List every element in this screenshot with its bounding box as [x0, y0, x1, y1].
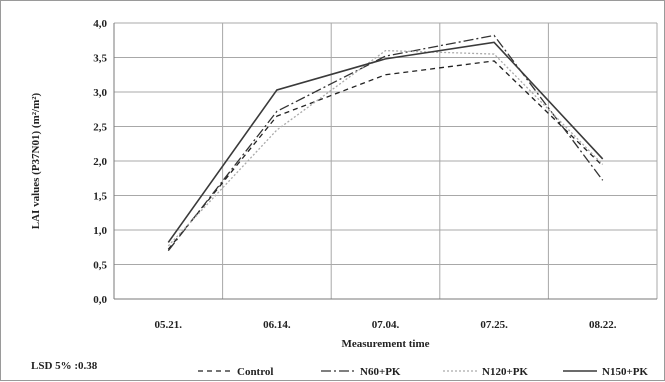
- x-tick-label: 05.21.: [155, 319, 183, 331]
- lsd-note: LSD 5% :0.38: [31, 360, 98, 372]
- y-tick-label: 2,0: [93, 156, 107, 168]
- y-tick-label: 3,0: [93, 87, 107, 99]
- legend-label: Control: [237, 366, 273, 378]
- legend-label: N150+PK: [602, 366, 648, 378]
- y-tick-label: 2,5: [93, 122, 107, 134]
- y-tick-label: 3,5: [93, 53, 107, 65]
- x-tick-label: 07.25.: [480, 319, 508, 331]
- y-axis-title: LAI values (P37N01) (m²/m²): [30, 92, 42, 229]
- y-tick-label: 4,0: [93, 18, 107, 30]
- series-line: [167, 60, 604, 250]
- y-tick-label: 0,5: [93, 260, 107, 272]
- tick-labels: 0,0 0,5 1,0 1,5 2,0 2,5 3,0 3,5 4,0 05.21. 06.14. 0…: [93, 18, 616, 331]
- x-axis-title: Measurement time: [341, 338, 429, 350]
- y-tick-label: 0,0: [93, 294, 107, 306]
- x-tick-label: 06.14.: [263, 319, 291, 331]
- series-line: [167, 34, 604, 252]
- legend: Control N60+PK N120+PK N150+PK: [198, 366, 648, 378]
- legend-label: N60+PK: [360, 366, 401, 378]
- y-tick-label: 1,5: [93, 191, 107, 203]
- legend-label: N120+PK: [482, 366, 528, 378]
- series-lines: [167, 34, 604, 252]
- x-tick-label: 07.04.: [372, 319, 400, 331]
- grid-lines: [114, 22, 658, 299]
- x-tick-label: 08.22.: [589, 319, 617, 331]
- series-line: [167, 49, 604, 247]
- axes: [113, 23, 657, 300]
- series-line: [167, 41, 604, 243]
- y-tick-label: 1,0: [93, 225, 107, 237]
